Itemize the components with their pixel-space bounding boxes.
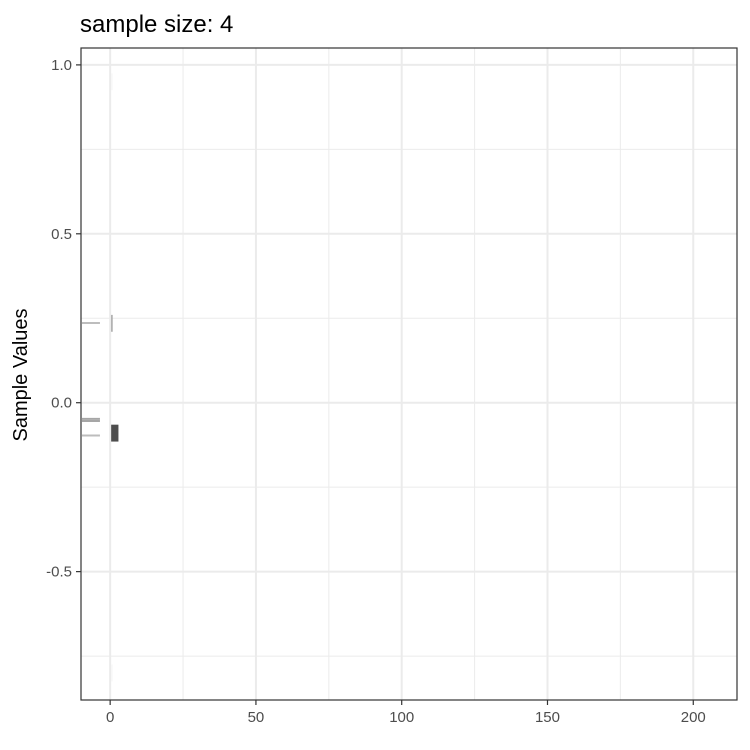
y-axis: 1.0 0.5 0.0 -0.5 <box>46 57 81 581</box>
x-tick-label: 50 <box>248 709 265 726</box>
panel-border-rect <box>80 47 738 701</box>
histogram-bar <box>111 73 113 91</box>
x-tick-label: 0 <box>106 709 114 726</box>
histogram-bars <box>111 73 119 682</box>
y-tick-label: 1.0 <box>51 57 72 74</box>
plot-panel <box>81 48 737 700</box>
y-tick-label: 0.0 <box>51 395 72 412</box>
panel-background <box>81 48 737 700</box>
x-tick-label: 150 <box>535 709 560 726</box>
x-axis: 0 50 100 150 200 <box>106 700 706 726</box>
x-tick-label: 100 <box>389 709 414 726</box>
histogram-bar <box>111 664 113 682</box>
major-grid <box>81 48 737 700</box>
histogram-bar <box>111 314 113 332</box>
y-tick-label: -0.5 <box>46 564 72 581</box>
histogram-bar <box>111 424 119 442</box>
y-tick-label: 0.5 <box>51 226 72 243</box>
x-tick-label: 200 <box>681 709 706 726</box>
minor-grid <box>81 48 737 700</box>
plot-border <box>80 47 738 701</box>
chart-title: sample size: 4 <box>80 11 233 38</box>
y-axis-label: Sample Values <box>10 308 32 441</box>
sample-marks <box>82 321 100 437</box>
